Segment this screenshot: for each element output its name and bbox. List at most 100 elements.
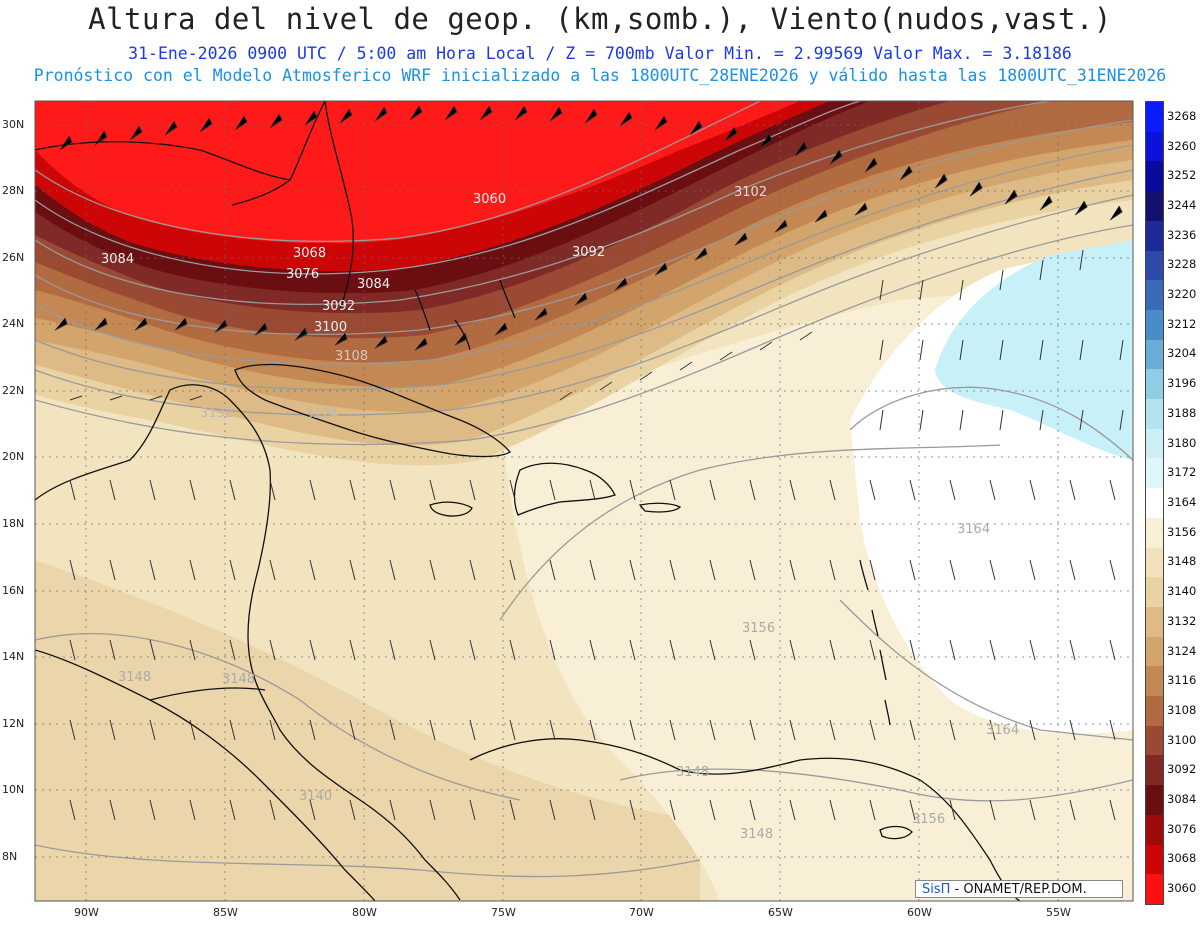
colorbar-segment: [1146, 517, 1163, 549]
geopotential-map: 3060 3068 3076 3084 3084 3092 3092 3100 …: [34, 100, 1134, 902]
contour-label: 3156: [912, 812, 945, 827]
wind-barbs: [54, 105, 1124, 821]
lat-label: 8N: [2, 850, 18, 863]
lon-label: 85W: [213, 906, 238, 919]
shading-3140: [35, 560, 700, 901]
colorbar-segment: [1146, 725, 1163, 756]
contour-label: 3102: [734, 185, 767, 200]
colorbar-segment: [1146, 280, 1163, 311]
contour-label: 3164: [986, 723, 1019, 738]
shading-3172: [935, 240, 1133, 460]
colorbar-segment: [1146, 220, 1163, 252]
credit-box: SisΠ - ONAMET/REP.DOM.: [915, 880, 1123, 898]
contour-label: 3084: [101, 252, 134, 267]
colorbar-label: 3100: [1167, 732, 1197, 747]
contour-label: 3148: [118, 670, 151, 685]
colorbar-label: 3124: [1167, 643, 1197, 658]
contour-label: 3156: [742, 621, 775, 636]
colorbar-segment: [1146, 874, 1163, 905]
lon-label: 80W: [352, 906, 377, 919]
colorbar-segment: [1146, 755, 1163, 786]
colorbar-segment: [1146, 488, 1163, 519]
colorbar-segment: [1146, 844, 1163, 875]
lon-label: 60W: [907, 906, 932, 919]
colorbar-label: 3260: [1167, 138, 1197, 153]
contour-label: 3132: [200, 406, 233, 421]
colorbar-label: 3196: [1167, 376, 1197, 391]
colorbar-segment: [1146, 131, 1163, 162]
colorbar-segment: [1146, 666, 1163, 697]
map-title: Altura del nivel de geop. (km,somb.), Vi…: [88, 2, 1112, 36]
contour-label: 3108: [335, 349, 368, 364]
colorbar-label: 3180: [1167, 435, 1197, 450]
lon-label: 90W: [74, 906, 99, 919]
contour-labels: 3060 3068 3076 3084 3084 3092 3092 3100 …: [101, 185, 1019, 842]
credit-brand: SisΠ: [922, 882, 951, 897]
colorbar-label: 3172: [1167, 465, 1197, 480]
lat-label: 20N: [2, 450, 25, 463]
colorbar-segment: [1146, 785, 1163, 816]
colorbar-label: 3212: [1167, 316, 1197, 331]
colorbar-label: 3188: [1167, 405, 1197, 420]
map-frame: [34, 100, 1134, 902]
lat-label: 16N: [2, 584, 25, 597]
lon-label: 75W: [491, 906, 516, 919]
contour-label: 3124: [305, 407, 338, 422]
colorbar-segment: [1146, 814, 1163, 846]
colorbar-label: 3060: [1167, 881, 1197, 896]
colorbar-segment: [1146, 547, 1163, 578]
colorbar-label: 3220: [1167, 287, 1197, 302]
colorbar-segment: [1146, 428, 1163, 459]
colorbar-segment: [1146, 696, 1163, 727]
colorbar-segment: [1146, 161, 1163, 192]
colorbar-label: 3092: [1167, 762, 1197, 777]
colorbar-label: 3268: [1167, 108, 1197, 123]
contour-label: 3140: [299, 789, 332, 804]
lat-label: 24N: [2, 317, 25, 330]
colorbar-label: 3228: [1167, 257, 1197, 272]
colorbar-label: 3116: [1167, 673, 1197, 688]
colorbar-label: 3244: [1167, 197, 1197, 212]
contour-label: 3092: [322, 299, 355, 314]
shading-3060: [35, 101, 800, 244]
colorbar-segment: [1146, 250, 1163, 281]
contour-label: 3076: [286, 267, 319, 282]
lat-label: 30N: [2, 118, 25, 131]
lat-label: 14N: [2, 650, 25, 663]
contour-label: 3148: [222, 672, 255, 687]
graticule: [35, 101, 1133, 901]
lat-label: 22N: [2, 384, 25, 397]
colorbar-segment: [1146, 636, 1163, 667]
model-info-line: Pronóstico con el Modelo Atmosferico WRF…: [33, 66, 1167, 85]
coastlines: [35, 101, 1021, 901]
contour-label: 3084: [357, 277, 390, 292]
colorbar: [1145, 101, 1164, 905]
lat-label: 10N: [2, 783, 25, 796]
colorbar-label: 3204: [1167, 346, 1197, 361]
colorbar-segment: [1146, 606, 1163, 638]
contour-label: 3100: [314, 320, 347, 335]
colorbar-segment: [1146, 369, 1163, 400]
colorbar-segment: [1146, 309, 1163, 341]
colorbar-label: 3140: [1167, 584, 1197, 599]
contour-label: 3060: [473, 192, 506, 207]
colorbar-label: 3084: [1167, 792, 1197, 807]
lon-label: 70W: [629, 906, 654, 919]
colorbar-label: 3164: [1167, 495, 1197, 509]
colorbar-segment: [1146, 399, 1163, 430]
contour-label: 3148: [676, 765, 709, 780]
credit-text: - ONAMET/REP.DOM.: [950, 882, 1087, 897]
contour-label: 3068: [293, 246, 326, 261]
colorbar-segment: [1146, 191, 1163, 222]
colorbar-label: 3156: [1167, 524, 1197, 539]
colorbar-label: 3252: [1167, 168, 1197, 183]
colorbar-segment: [1146, 339, 1163, 370]
run-info-line: 31-Ene-2026 0900 UTC / 5:00 am Hora Loca…: [128, 44, 1072, 63]
colorbar-label: 3148: [1167, 554, 1197, 569]
lat-label: 28N: [2, 184, 25, 197]
contour-label: 3092: [572, 245, 605, 260]
lat-label: 18N: [2, 517, 25, 530]
colorbar-segment: [1146, 102, 1163, 133]
contour-lines: [35, 101, 1133, 878]
contour-label: 3164: [957, 522, 990, 537]
